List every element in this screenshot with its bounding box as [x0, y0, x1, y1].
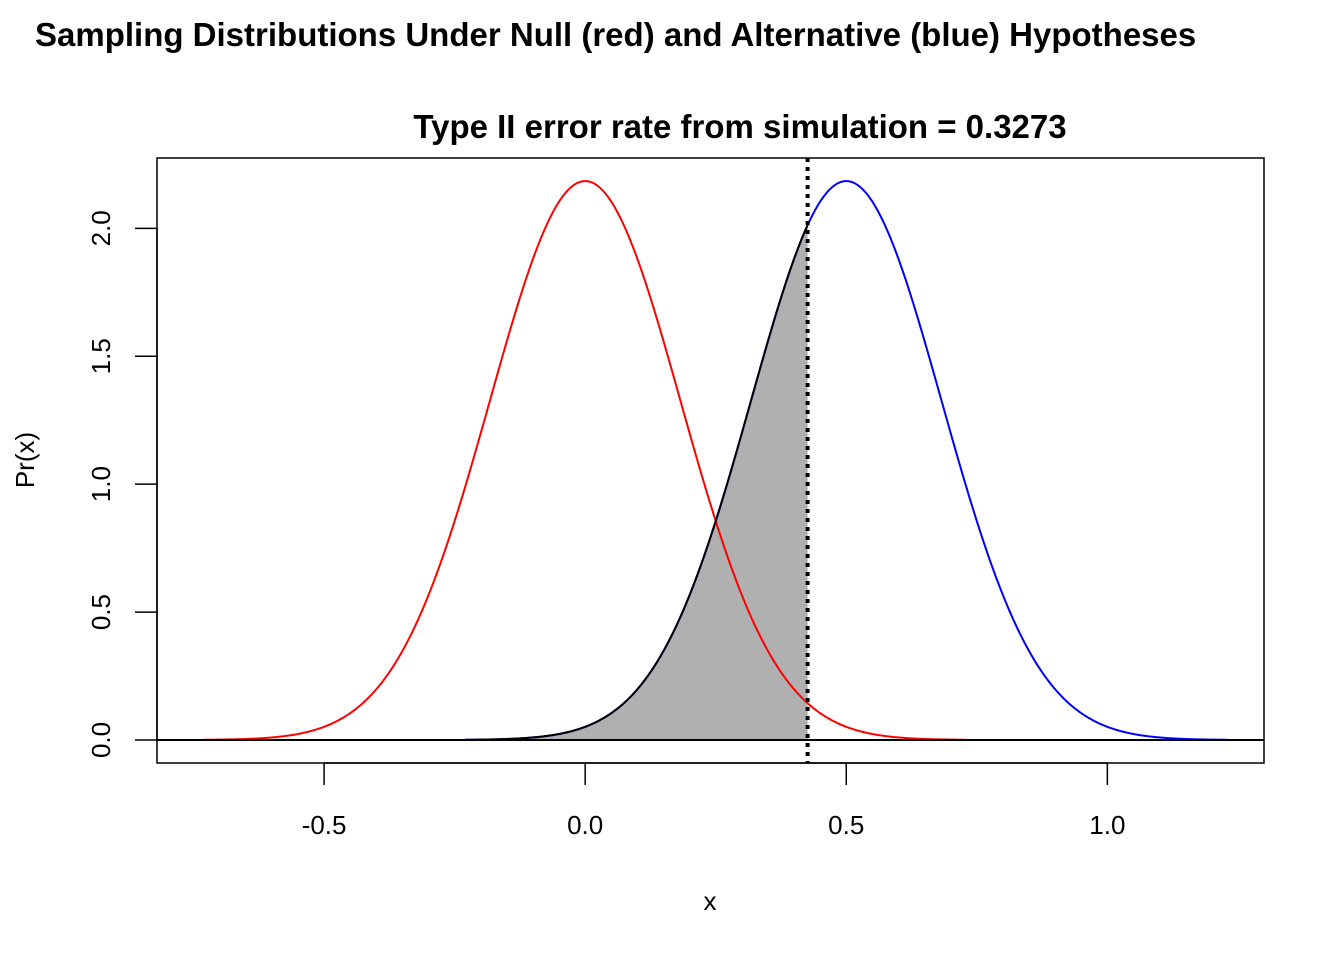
- x-tick-label: 0.0: [567, 810, 603, 840]
- chart-subtitle: Type II error rate from simulation = 0.3…: [413, 108, 1066, 145]
- y-tick-label: 0.0: [86, 722, 116, 758]
- y-tick-label: 2.0: [86, 210, 116, 246]
- x-tick-label: -0.5: [302, 810, 347, 840]
- alternative-distribution-curve: [465, 180, 1228, 741]
- plot-area: [157, 158, 1264, 763]
- y-tick-label: 0.5: [86, 594, 116, 630]
- type-ii-error-outline: [465, 224, 809, 741]
- type-ii-error-area: [465, 225, 808, 740]
- x-axis: -0.5 0.0 0.5 1.0: [302, 762, 1125, 840]
- x-tick-label: 1.0: [1089, 810, 1125, 840]
- x-tick-label: 0.5: [828, 810, 864, 840]
- y-axis: 0.0 0.5 1.0 1.5 2.0: [86, 210, 158, 758]
- chart-title: Sampling Distributions Under Null (red) …: [35, 16, 1196, 53]
- null-distribution-curve: [203, 180, 967, 741]
- y-axis-label: Pr(x): [10, 432, 40, 488]
- y-tick-label: 1.0: [86, 466, 116, 502]
- x-axis-label: x: [704, 886, 717, 916]
- y-tick-label: 1.5: [86, 338, 116, 374]
